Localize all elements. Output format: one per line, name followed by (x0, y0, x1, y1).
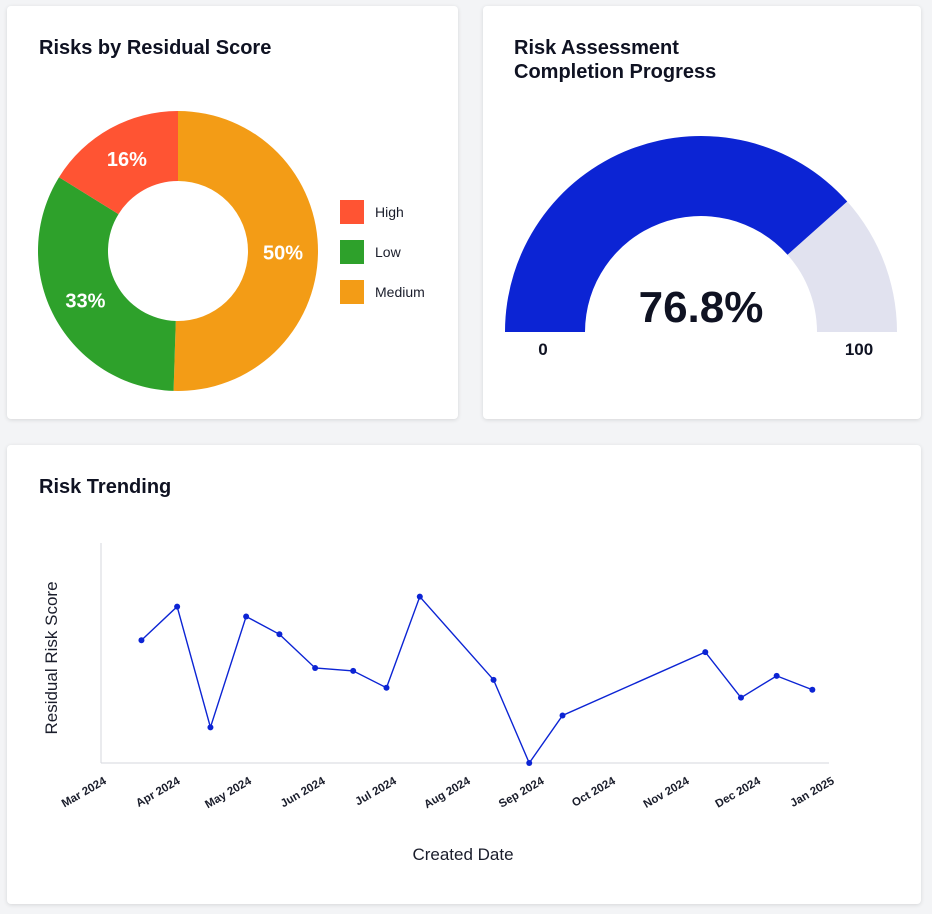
donut-legend: High Low Medium (340, 200, 425, 320)
x-tick-label: Jul 2024 (353, 775, 399, 808)
gauge-fill (505, 135, 848, 332)
data-point (702, 649, 709, 656)
completion-progress-card: Risk Assessment Completion Progress 76.8… (483, 6, 921, 419)
data-point (416, 593, 423, 600)
data-point (559, 712, 566, 719)
line-chart: Mar 2024 Apr 2024 May 2024 Jun 2024 Jul 2024… (42, 543, 837, 864)
trend-chart-title: Risk Trending (39, 476, 172, 498)
data-point (312, 664, 319, 671)
data-point (350, 667, 357, 674)
data-point (383, 684, 390, 691)
gauge-chart: 76.8% 0 100 (505, 135, 897, 359)
data-point (526, 760, 533, 766)
data-point (737, 694, 744, 701)
donut-chart: 50% 33% 16% (38, 111, 319, 391)
x-tick-label: Jan 2025 (788, 775, 837, 810)
x-tick-label: Dec 2024 (714, 775, 764, 811)
data-point (138, 637, 145, 644)
data-point (243, 613, 250, 620)
donut-slice-low (38, 177, 176, 391)
x-tick-label: Mar 2024 (60, 775, 109, 810)
gauge-value-label: 76.8% (639, 283, 764, 332)
donut-label-medium: 50% (263, 243, 303, 265)
legend-swatch (340, 240, 364, 264)
gauge-max-label: 100 (845, 340, 873, 359)
x-tick-label: Aug 2024 (422, 775, 473, 811)
legend-item-high: High (340, 200, 425, 224)
data-point (490, 676, 497, 683)
risk-trending-card: Risk Trending Mar 2024 Apr 2024 May 2024 Ju… (7, 445, 921, 904)
gauge-chart-title: Risk Assessment Completion Progress (514, 36, 716, 84)
residual-score-card: Risks by Residual Score 50% 33% 16% High Lo… (7, 6, 458, 419)
x-tick-label: Jun 2024 (279, 775, 328, 810)
donut-chart-title: Risks by Residual Score (39, 37, 272, 59)
x-tick-label: Nov 2024 (642, 775, 692, 811)
gauge-min-label: 0 (538, 340, 547, 359)
data-point (207, 724, 214, 731)
legend-label: High (375, 204, 404, 220)
data-point (809, 686, 816, 693)
donut-slice-high (59, 111, 179, 215)
x-tick-label: Sep 2024 (497, 775, 547, 811)
x-tick-label: Apr 2024 (134, 775, 183, 810)
x-axis-title: Created Date (412, 845, 513, 864)
legend-item-low: Low (340, 240, 425, 264)
legend-label: Low (375, 244, 401, 260)
data-point (276, 631, 283, 638)
donut-label-high: 16% (107, 149, 147, 171)
donut-label-low: 33% (65, 291, 105, 313)
data-point (773, 672, 780, 679)
legend-label: Medium (375, 284, 425, 300)
y-axis-title: Residual Risk Score (42, 581, 61, 734)
donut-slice-medium (173, 111, 319, 391)
legend-item-medium: Medium (340, 280, 425, 304)
series-line (140, 595, 813, 765)
data-point (174, 603, 181, 610)
x-tick-label: May 2024 (203, 775, 254, 811)
x-tick-label: Oct 2024 (570, 775, 618, 810)
legend-swatch (340, 280, 364, 304)
gauge-title-line2: Completion Progress (514, 61, 717, 83)
gauge-title-line1: Risk Assessment (514, 37, 679, 59)
legend-swatch (340, 200, 364, 224)
